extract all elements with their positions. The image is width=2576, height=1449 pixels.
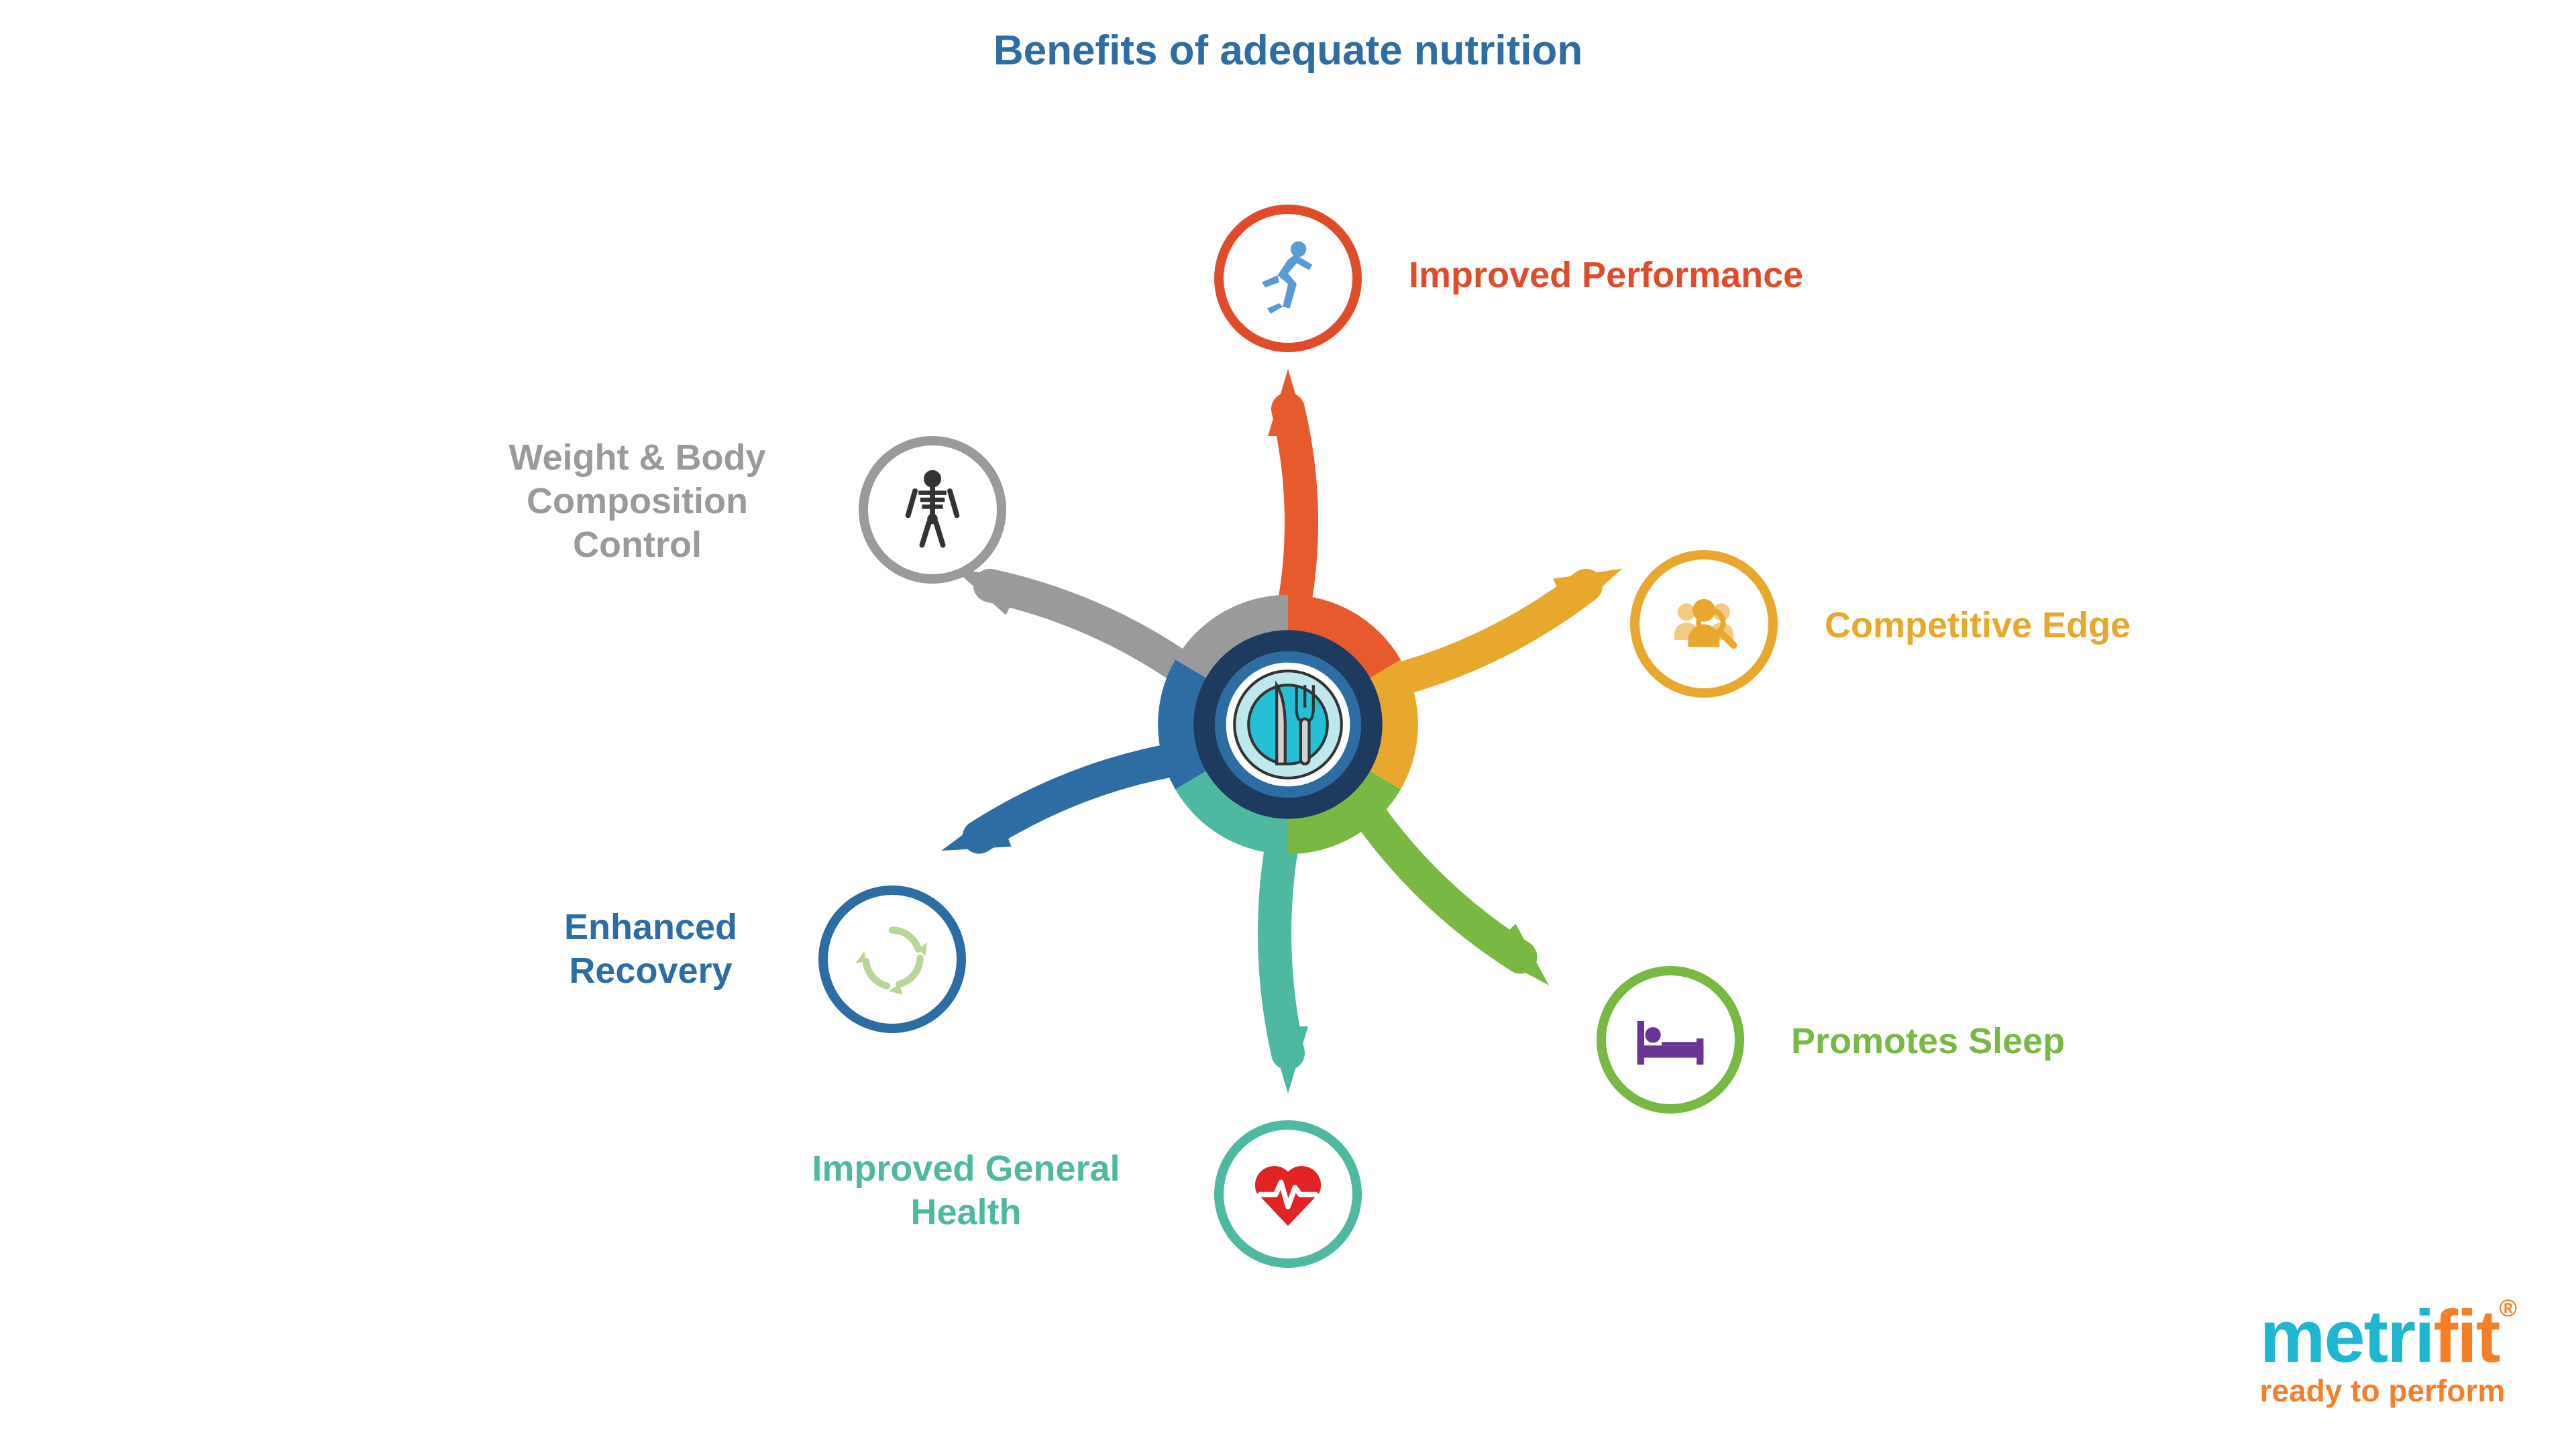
label-health: Improved GeneralHealth	[792, 1147, 1140, 1234]
people-magnify-icon	[1660, 579, 1748, 669]
logo-tagline: ready to perform	[2260, 1373, 2516, 1409]
label-sleep: Promotes Sleep	[1791, 1020, 2065, 1063]
node-competitive	[1630, 550, 1778, 698]
heart-pulse-icon	[1244, 1149, 1332, 1240]
logo-reg: ®	[2499, 1294, 2516, 1322]
node-performance	[1214, 205, 1362, 352]
label-recovery: EnhancedRecovery	[476, 906, 825, 993]
label-competitive: Competitive Edge	[1825, 604, 2131, 647]
runner-icon	[1244, 233, 1332, 324]
cycle-arrows-icon	[849, 914, 936, 1005]
node-health	[1214, 1120, 1362, 1268]
title-text: Benefits of adequate nutrition	[994, 28, 1582, 74]
label-weight: Weight & BodyCompositionControl	[463, 436, 812, 566]
node-recovery	[818, 885, 966, 1033]
brand-logo: metrifit® ready to perform	[2260, 1294, 2516, 1409]
logo-part1: metri	[2260, 1295, 2434, 1378]
label-performance: Improved Performance	[1409, 254, 1803, 297]
skeleton-icon	[889, 465, 976, 555]
benefits-diagram: Improved Performance Competitive Edge Prom…	[416, 121, 2160, 1328]
logo-part2: fit	[2434, 1295, 2500, 1378]
node-sleep	[1597, 966, 1744, 1114]
hub-nutrition	[1147, 584, 1429, 865]
bed-icon	[1627, 995, 1714, 1085]
node-weight	[859, 436, 1006, 584]
plate-utensils-icon	[1147, 584, 1429, 865]
page-title: Benefits of adequate nutrition	[994, 27, 1582, 74]
